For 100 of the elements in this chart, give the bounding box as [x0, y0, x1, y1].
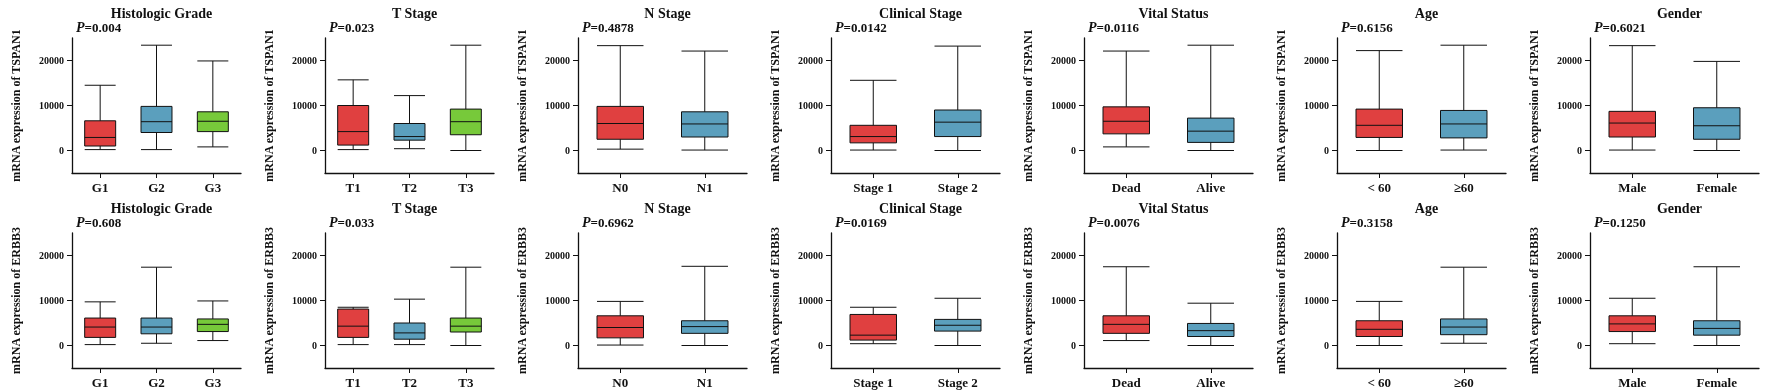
y-tick-label: 20000 — [292, 55, 317, 66]
x-tick-label: < 60 — [1367, 180, 1392, 195]
x-tick-label: Female — [1696, 375, 1738, 390]
text: P=0.608 — [76, 214, 122, 230]
y-tick-label: 10000 — [798, 100, 823, 111]
x-tick-label: G2 — [148, 180, 165, 195]
x-tick-label: Stage 2 — [937, 375, 978, 390]
y-tick-label: 20000 — [1304, 55, 1329, 66]
chart-title: Gender — [1656, 200, 1703, 216]
y-tick-label: 20000 — [1051, 250, 1076, 261]
y-tick-label: 10000 — [545, 295, 570, 306]
y-axis-title: mRNA expression of ERBB3 — [9, 227, 23, 374]
x-tick-label: Male — [1618, 180, 1647, 195]
text: P=0.3158 — [1341, 214, 1394, 230]
y-tick-label: 10000 — [292, 295, 317, 306]
x-tick-label: G2 — [148, 375, 165, 390]
y-tick-label: 10000 — [1051, 100, 1076, 111]
y-tick-label: 0 — [1577, 340, 1582, 351]
x-tick-label: T2 — [401, 180, 418, 195]
y-axis-title: mRNA expression of ERBB3 — [1527, 227, 1541, 374]
y-axis-title: mRNA expression of TSPAN1 — [768, 29, 782, 182]
y-tick-label: 20000 — [1051, 55, 1076, 66]
text: P=0.6156 — [1341, 19, 1394, 35]
y-tick-label: 0 — [59, 145, 64, 156]
y-tick-label: 10000 — [1557, 100, 1582, 111]
y-tick-label: 0 — [565, 145, 570, 156]
y-tick-label: 0 — [1324, 145, 1329, 156]
x-tick-label: N0 — [612, 180, 629, 195]
x-tick-label: G3 — [204, 180, 222, 195]
y-tick-label: 20000 — [545, 55, 570, 66]
chart-title: Clinical Stage — [879, 5, 962, 21]
x-tick-label: Male — [1618, 375, 1647, 390]
y-tick-label: 20000 — [1304, 250, 1329, 261]
x-tick-label: T1 — [345, 180, 361, 195]
text: P=0.033 — [329, 214, 375, 230]
x-tick-label: Stage 2 — [937, 180, 978, 195]
text: P=0.6021 — [1594, 19, 1646, 35]
y-axis-title: mRNA expression of TSPAN1 — [515, 29, 529, 182]
y-axis-title: mRNA expression of ERBB3 — [768, 227, 782, 374]
y-tick-label: 0 — [312, 340, 317, 351]
y-tick-label: 20000 — [1557, 55, 1582, 66]
chart-title: Clinical Stage — [879, 200, 962, 216]
y-tick-label: 10000 — [39, 295, 64, 306]
y-axis-title: mRNA expression of TSPAN1 — [1527, 29, 1541, 182]
x-tick-label: Alive — [1196, 375, 1226, 390]
x-tick-label: T2 — [401, 375, 418, 390]
y-tick-label: 0 — [818, 340, 823, 351]
chart-title: Histologic Grade — [110, 5, 213, 21]
y-axis-title: mRNA expression of TSPAN1 — [262, 29, 276, 182]
x-tick-label: Dead — [1111, 375, 1142, 390]
y-tick-label: 10000 — [1304, 295, 1329, 306]
x-tick-label: Stage 1 — [853, 180, 894, 195]
y-tick-label: 0 — [59, 340, 64, 351]
y-tick-label: 0 — [818, 145, 823, 156]
text: P=0.0169 — [835, 214, 888, 230]
y-tick-label: 0 — [1071, 340, 1076, 351]
text: P=0.6962 — [582, 214, 634, 230]
chart-title: T Stage — [391, 200, 438, 216]
x-tick-label: ≥60 — [1453, 375, 1474, 390]
y-tick-label: 20000 — [545, 250, 570, 261]
x-tick-label: Alive — [1196, 180, 1226, 195]
x-tick-label: G1 — [91, 375, 109, 390]
y-tick-label: 0 — [565, 340, 570, 351]
chart-title: Gender — [1656, 5, 1703, 21]
y-axis-title: mRNA expression of ERBB3 — [1021, 227, 1035, 374]
x-tick-label: T3 — [458, 180, 474, 195]
chart-title: Age — [1414, 5, 1439, 21]
y-tick-label: 10000 — [1304, 100, 1329, 111]
y-tick-label: 0 — [1324, 340, 1329, 351]
y-tick-label: 20000 — [39, 55, 64, 66]
y-tick-label: 10000 — [39, 100, 64, 111]
y-tick-label: 10000 — [545, 100, 570, 111]
x-tick-label: N0 — [612, 375, 629, 390]
y-tick-label: 10000 — [1557, 295, 1582, 306]
y-tick-label: 20000 — [798, 55, 823, 66]
y-tick-label: 0 — [1071, 145, 1076, 156]
x-tick-label: G1 — [91, 180, 109, 195]
y-axis-title: mRNA expression of TSPAN1 — [9, 29, 23, 182]
x-tick-label: Stage 1 — [853, 375, 894, 390]
y-tick-label: 20000 — [798, 250, 823, 261]
y-axis-title: mRNA expression of ERBB3 — [262, 227, 276, 374]
chart-title: Vital Status — [1138, 5, 1209, 21]
x-tick-label: ≥60 — [1453, 180, 1474, 195]
text: P=0.0116 — [1088, 19, 1140, 35]
y-tick-label: 10000 — [1051, 295, 1076, 306]
chart-title: Vital Status — [1138, 200, 1209, 216]
y-axis-title: mRNA expression of ERBB3 — [515, 227, 529, 374]
chart-title: Histologic Grade — [110, 200, 213, 216]
y-axis-title: mRNA expression of ERBB3 — [1274, 227, 1288, 374]
x-tick-label: G3 — [204, 375, 222, 390]
chart-title: N Stage — [644, 200, 691, 216]
text: P=0.0142 — [835, 19, 887, 35]
x-tick-label: Dead — [1111, 180, 1142, 195]
x-tick-label: N1 — [696, 375, 713, 390]
x-tick-label: T3 — [458, 375, 474, 390]
text: P=0.023 — [329, 19, 375, 35]
x-tick-label: < 60 — [1367, 375, 1392, 390]
y-tick-label: 10000 — [798, 295, 823, 306]
chart-title: T Stage — [391, 5, 438, 21]
x-tick-label: N1 — [696, 180, 713, 195]
